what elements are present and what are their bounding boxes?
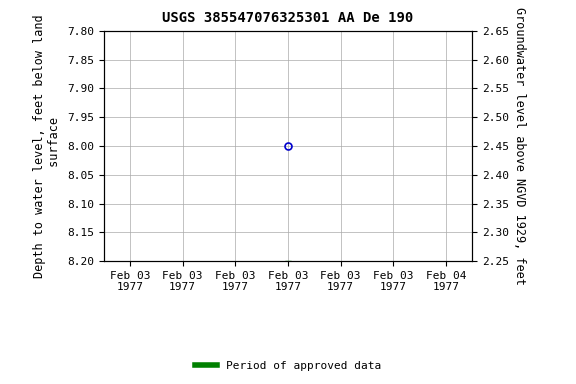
Y-axis label: Depth to water level, feet below land
 surface: Depth to water level, feet below land su… <box>33 14 62 278</box>
Y-axis label: Groundwater level above NGVD 1929, feet: Groundwater level above NGVD 1929, feet <box>513 7 526 285</box>
Legend: Period of approved data: Period of approved data <box>191 356 385 376</box>
Title: USGS 385547076325301 AA De 190: USGS 385547076325301 AA De 190 <box>162 12 414 25</box>
